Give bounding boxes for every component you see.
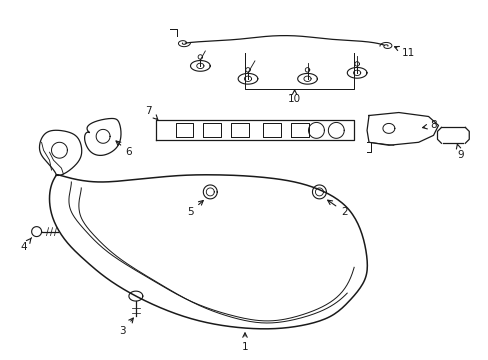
- Text: 11: 11: [394, 46, 414, 58]
- Text: 4: 4: [20, 238, 32, 252]
- Text: 6: 6: [116, 141, 132, 157]
- Text: 5: 5: [187, 201, 203, 217]
- Text: 9: 9: [455, 144, 463, 160]
- Text: 1: 1: [241, 333, 248, 352]
- Text: 7: 7: [145, 105, 158, 120]
- Text: 3: 3: [120, 318, 133, 336]
- Text: 8: 8: [422, 121, 436, 130]
- Text: 10: 10: [287, 90, 301, 104]
- Text: 2: 2: [327, 200, 347, 217]
